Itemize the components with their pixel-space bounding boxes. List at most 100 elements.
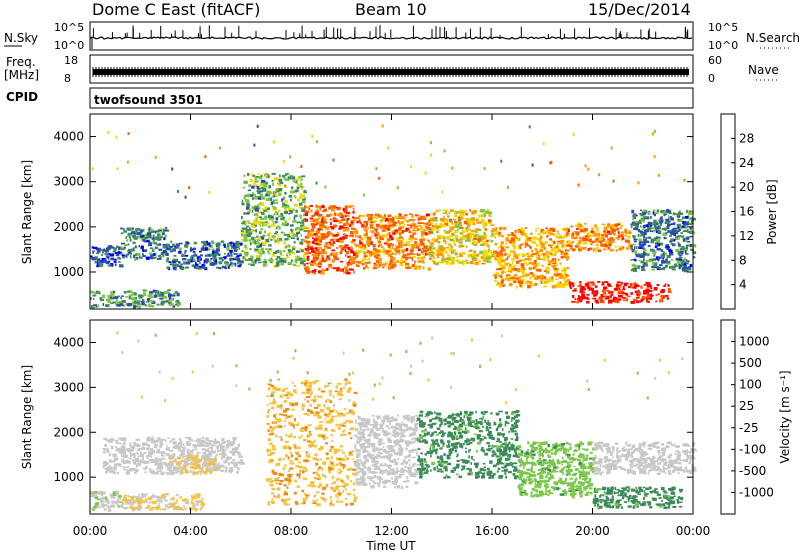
heatmap-cell <box>133 442 137 447</box>
heatmap-cell <box>203 455 206 458</box>
heatmap-cell <box>686 209 688 213</box>
heatmap-cell <box>589 247 593 250</box>
heatmap-cell <box>310 250 316 253</box>
heatmap-cell <box>422 252 425 255</box>
heatmap-cell <box>177 447 181 451</box>
heatmap-cell <box>645 264 649 267</box>
heatmap-cell <box>249 231 253 235</box>
heatmap-cell <box>414 244 419 246</box>
heatmap-cell <box>301 201 306 204</box>
heatmap-cell <box>432 256 436 260</box>
heatmap-cell <box>248 184 252 188</box>
heatmap-cell <box>127 449 132 453</box>
heatmap-cell <box>284 191 287 195</box>
heatmap-cell <box>283 234 287 236</box>
heatmap-cell <box>650 238 654 241</box>
heatmap-cell <box>259 253 262 258</box>
heatmap-cell <box>352 489 356 491</box>
heatmap-cell <box>189 248 192 251</box>
heatmap-cell <box>535 228 537 232</box>
heatmap-cell <box>425 225 428 229</box>
heatmap-cell <box>667 223 671 227</box>
heatmap-cell <box>284 206 286 210</box>
heatmap-cell <box>613 229 616 232</box>
heatmap-cell <box>148 252 152 255</box>
heatmap-cell <box>622 286 625 290</box>
heatmap-cell <box>306 240 311 244</box>
heatmap-cell <box>338 237 343 240</box>
heatmap-cell <box>429 245 433 248</box>
heatmap-cell <box>633 258 637 261</box>
heatmap-cell <box>228 456 232 460</box>
heatmap-cell <box>641 299 643 302</box>
heatmap-cell <box>153 242 157 245</box>
heatmap-cell <box>660 295 666 299</box>
heatmap-cell <box>375 252 380 256</box>
heatmap-cell <box>264 217 268 220</box>
heatmap-cell <box>633 265 639 269</box>
heatmap-cell <box>529 246 532 250</box>
heatmap-cell <box>443 224 446 227</box>
heatmap-cell <box>157 254 162 258</box>
heatmap-cell <box>525 244 530 247</box>
heatmap-cell <box>222 258 224 262</box>
nsearch-tick-top: 10^5 <box>708 21 738 34</box>
heatmap-cell <box>344 483 349 487</box>
heatmap-cell <box>595 301 600 304</box>
heatmap-cell <box>410 225 413 229</box>
heatmap-cell <box>257 188 261 191</box>
heatmap-cell <box>334 206 338 209</box>
heatmap-cell <box>173 471 176 474</box>
heatmap-cell <box>195 465 200 468</box>
heatmap-cell <box>497 281 500 285</box>
heatmap-cell <box>395 247 398 250</box>
heatmap-cell <box>638 265 641 267</box>
heatmap-cell <box>210 443 213 446</box>
heatmap-cell <box>471 257 475 260</box>
heatmap-cell <box>663 236 667 240</box>
heatmap-cell <box>275 482 280 485</box>
heatmap-cell <box>239 459 243 462</box>
heatmap-cell <box>601 295 606 298</box>
heatmap-cell <box>501 235 504 237</box>
heatmap-cell <box>162 245 167 249</box>
heatmap-cell <box>227 252 230 255</box>
heatmap-cell <box>181 467 183 470</box>
heatmap-cell <box>320 220 324 224</box>
heatmap-cell <box>585 283 590 287</box>
heatmap-cell <box>590 281 595 284</box>
heatmap-cell <box>163 237 166 241</box>
heatmap-cell <box>495 254 500 258</box>
heatmap-cell <box>132 500 137 504</box>
heatmap-cell <box>112 296 118 299</box>
heatmap-cell <box>150 253 153 257</box>
heatmap-cell <box>563 277 565 281</box>
heatmap-cell <box>380 224 385 227</box>
heatmap-cell <box>134 499 139 503</box>
heatmap-cell <box>625 292 628 296</box>
heatmap-cell <box>512 275 515 278</box>
heatmap-cell <box>379 226 381 229</box>
heatmap-cell <box>630 223 635 226</box>
heatmap-cell <box>294 255 298 259</box>
heatmap-cell <box>287 262 293 265</box>
heatmap-cell <box>120 303 124 307</box>
heatmap-cell <box>231 265 233 267</box>
heatmap-cell <box>169 263 172 266</box>
heatmap-cell <box>664 210 669 213</box>
heatmap-cell <box>247 195 251 198</box>
heatmap-cell <box>123 507 128 510</box>
heatmap-cell <box>121 254 125 257</box>
heatmap-cell <box>601 244 605 247</box>
heatmap-cell <box>380 250 384 253</box>
heatmap-cell <box>112 460 116 463</box>
heatmap-cell <box>205 240 208 244</box>
heatmap-cell <box>249 242 252 246</box>
heatmap-cell <box>168 300 173 303</box>
heatmap-cell <box>444 250 448 254</box>
heatmap-cell <box>209 259 212 263</box>
heatmap-cell <box>175 494 179 496</box>
heatmap-cell <box>497 262 502 265</box>
heatmap-cell <box>663 212 666 217</box>
heatmap-cell <box>220 442 224 445</box>
